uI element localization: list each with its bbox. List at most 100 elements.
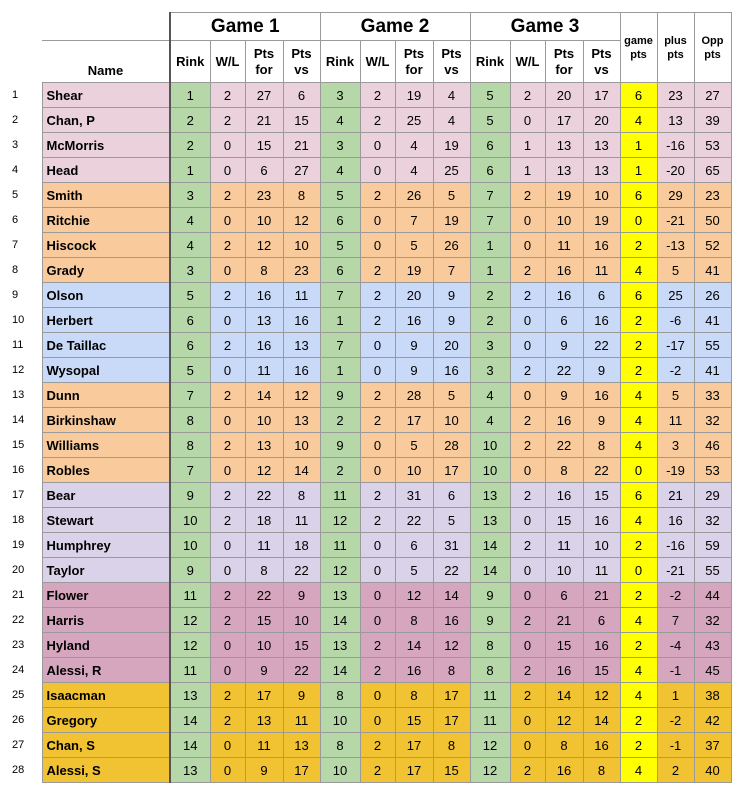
g3-pts-vs-cell[interactable]: 15: [582, 482, 621, 508]
g1-wl-cell[interactable]: 0: [209, 407, 246, 433]
opp-pts-cell[interactable]: 42: [693, 707, 732, 733]
g3-pts-for-cell[interactable]: 19: [544, 182, 584, 208]
g1-pts-for-cell[interactable]: 12: [244, 457, 284, 483]
g2-pts-vs-cell[interactable]: 4: [432, 107, 471, 133]
g2-rink-cell[interactable]: 10: [319, 707, 361, 733]
game-pts-cell[interactable]: 2: [619, 532, 658, 558]
g1-pts-vs-cell[interactable]: 11: [282, 707, 321, 733]
g3-pts-vs-cell[interactable]: 12: [582, 682, 621, 708]
plus-pts-cell[interactable]: -16: [656, 532, 695, 558]
g2-wl-cell[interactable]: 2: [359, 632, 396, 658]
g1-pts-vs-cell[interactable]: 13: [282, 732, 321, 758]
g2-pts-vs-cell[interactable]: 5: [432, 507, 471, 533]
g3-wl-cell[interactable]: 2: [509, 757, 546, 783]
g2-rink-cell[interactable]: 14: [319, 607, 361, 633]
g3-rink-cell[interactable]: 6: [469, 157, 511, 183]
g2-pts-vs-cell[interactable]: 20: [432, 332, 471, 358]
g2-rink-cell[interactable]: 4: [319, 107, 361, 133]
opp-pts-cell[interactable]: 32: [693, 607, 732, 633]
g3-rink-cell[interactable]: 5: [469, 107, 511, 133]
g1-pts-for-cell[interactable]: 16: [244, 332, 284, 358]
g2-pts-vs-cell[interactable]: 31: [432, 532, 471, 558]
g1-rink-cell[interactable]: 9: [169, 482, 211, 508]
g1-rink-cell[interactable]: 12: [169, 607, 211, 633]
g1-wl-cell[interactable]: 2: [209, 582, 246, 608]
g3-rink-cell[interactable]: 1: [469, 257, 511, 283]
g2-pts-for-cell[interactable]: 5: [394, 232, 434, 258]
g2-pts-for-cell[interactable]: 19: [394, 82, 434, 108]
g1-wl-cell[interactable]: 0: [209, 732, 246, 758]
g3-rink-cell[interactable]: 9: [469, 582, 511, 608]
g2-pts-vs-cell[interactable]: 16: [432, 357, 471, 383]
g2-pts-for-cell[interactable]: 5: [394, 432, 434, 458]
g3-pts-for-cell[interactable]: 16: [544, 407, 584, 433]
player-name-cell[interactable]: Isaacman: [41, 682, 171, 708]
g3-pts-for-cell[interactable]: 9: [544, 382, 584, 408]
g1-rink-cell[interactable]: 4: [169, 232, 211, 258]
g1-rink-cell[interactable]: 12: [169, 632, 211, 658]
g1-pts-for-cell[interactable]: 10: [244, 407, 284, 433]
g1-pts-vs-cell[interactable]: 17: [282, 757, 321, 783]
g2-pts-for-cell[interactable]: 17: [394, 732, 434, 758]
g1-rink-cell[interactable]: 3: [169, 257, 211, 283]
g3-pts-for-cell[interactable]: 10: [544, 557, 584, 583]
g3-pts-for-cell[interactable]: 9: [544, 332, 584, 358]
g1-pts-vs-cell[interactable]: 11: [282, 507, 321, 533]
opp-pts-cell[interactable]: 32: [693, 507, 732, 533]
g2-rink-cell[interactable]: 10: [319, 757, 361, 783]
plus-pts-cell[interactable]: 3: [656, 432, 695, 458]
g2-pts-for-cell[interactable]: 5: [394, 557, 434, 583]
g2-rink-cell[interactable]: 6: [319, 207, 361, 233]
g3-wl-cell[interactable]: 2: [509, 82, 546, 108]
g1-rink-cell[interactable]: 2: [169, 107, 211, 133]
g3-rink-cell[interactable]: 13: [469, 482, 511, 508]
g3-pts-for-cell[interactable]: 8: [544, 732, 584, 758]
g3-pts-for-cell[interactable]: 15: [544, 507, 584, 533]
g1-pts-for-cell[interactable]: 13: [244, 307, 284, 333]
g3-pts-for-cell[interactable]: 16: [544, 757, 584, 783]
g2-wl-cell[interactable]: 2: [359, 482, 396, 508]
g1-wl-cell[interactable]: 2: [209, 332, 246, 358]
game-pts-cell[interactable]: 6: [619, 482, 658, 508]
g1-rink-cell[interactable]: 9: [169, 557, 211, 583]
g2-pts-vs-cell[interactable]: 19: [432, 132, 471, 158]
g2-wl-cell[interactable]: 2: [359, 407, 396, 433]
g2-wl-cell[interactable]: 0: [359, 682, 396, 708]
g2-pts-vs-cell[interactable]: 17: [432, 707, 471, 733]
g1-wl-cell[interactable]: 2: [209, 282, 246, 308]
g1-wl-cell[interactable]: 2: [209, 182, 246, 208]
g1-rink-cell[interactable]: 14: [169, 707, 211, 733]
g1-pts-vs-cell[interactable]: 10: [282, 607, 321, 633]
g2-pts-for-cell[interactable]: 12: [394, 582, 434, 608]
g2-pts-for-cell[interactable]: 7: [394, 207, 434, 233]
g1-wl-cell[interactable]: 2: [209, 682, 246, 708]
g2-pts-vs-cell[interactable]: 5: [432, 382, 471, 408]
game-pts-cell[interactable]: 6: [619, 82, 658, 108]
g3-pts-for-cell[interactable]: 13: [544, 132, 584, 158]
g1-wl-cell[interactable]: 0: [209, 257, 246, 283]
g2-pts-vs-cell[interactable]: 17: [432, 457, 471, 483]
g3-wl-cell[interactable]: 0: [509, 707, 546, 733]
g1-wl-cell[interactable]: 2: [209, 82, 246, 108]
g1-pts-for-cell[interactable]: 11: [244, 732, 284, 758]
g2-rink-cell[interactable]: 2: [319, 457, 361, 483]
g2-wl-cell[interactable]: 0: [359, 432, 396, 458]
g3-pts-for-cell[interactable]: 16: [544, 657, 584, 683]
g1-rink-cell[interactable]: 10: [169, 507, 211, 533]
g3-rink-cell[interactable]: 4: [469, 382, 511, 408]
player-name-cell[interactable]: Ritchie: [41, 207, 171, 233]
g2-pts-for-cell[interactable]: 16: [394, 307, 434, 333]
g1-rink-cell[interactable]: 8: [169, 407, 211, 433]
g2-pts-vs-cell[interactable]: 17: [432, 682, 471, 708]
g1-wl-cell[interactable]: 0: [209, 207, 246, 233]
g1-pts-vs-cell[interactable]: 23: [282, 257, 321, 283]
g2-wl-cell[interactable]: 2: [359, 382, 396, 408]
g3-wl-cell[interactable]: 0: [509, 232, 546, 258]
g3-pts-vs-cell[interactable]: 20: [582, 107, 621, 133]
game-pts-cell[interactable]: 1: [619, 157, 658, 183]
g1-rink-cell[interactable]: 8: [169, 432, 211, 458]
g3-rink-cell[interactable]: 8: [469, 657, 511, 683]
player-name-cell[interactable]: Head: [41, 157, 171, 183]
g2-pts-for-cell[interactable]: 4: [394, 157, 434, 183]
game-pts-cell[interactable]: 2: [619, 707, 658, 733]
